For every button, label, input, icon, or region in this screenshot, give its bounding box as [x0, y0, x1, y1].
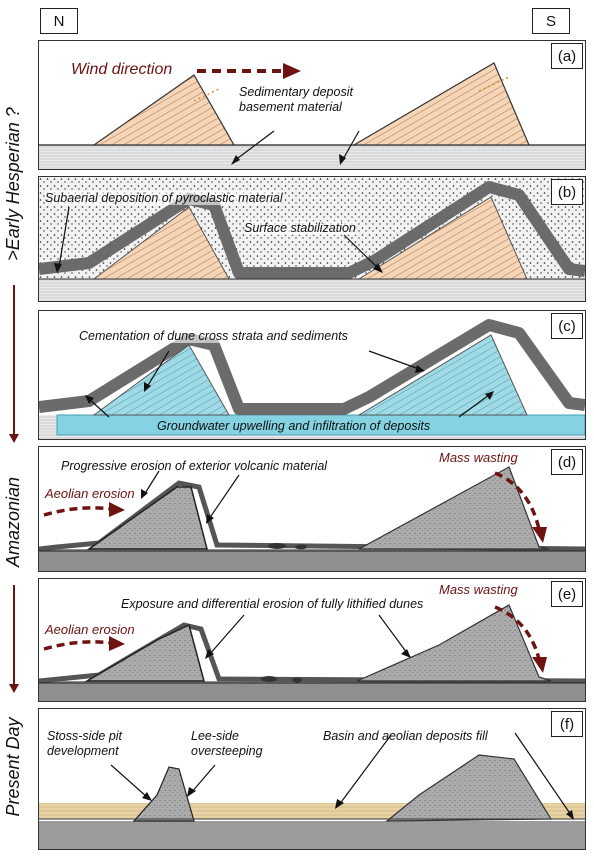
sedimentary-deposit-label: Sedimentary deposit	[239, 85, 353, 99]
lee-side-label-1: Lee-side	[191, 729, 239, 743]
panel-e-label: (e)	[551, 581, 583, 607]
debris-block-4	[292, 677, 302, 683]
panel-c: (c) Cementation of dune cross strata and…	[38, 310, 586, 440]
groundwater-label: Groundwater upwelling and infiltration o…	[157, 419, 431, 433]
dune-e-right	[356, 604, 552, 682]
panel-d: (d) Progressive erosion of exterior volc…	[38, 446, 586, 572]
debris-block-1	[268, 543, 286, 549]
lee-side-label-2: oversteeping	[191, 744, 263, 758]
era-present-day: Present Day	[3, 717, 23, 817]
era-arrow-2	[9, 585, 19, 693]
dune-a-right	[351, 62, 530, 146]
cementation-label: Cementation of dune cross strata and sed…	[79, 329, 348, 343]
north-label: N	[40, 8, 78, 34]
panel-b: (b) Subaerial deposition of pyroclastic …	[38, 176, 586, 302]
panel-a-graphic	[39, 62, 585, 169]
dune-c-right	[357, 334, 528, 416]
progressive-erosion-label: Progressive erosion of exterior volcanic…	[61, 459, 328, 473]
era-amazonian: Amazonian	[3, 476, 23, 568]
pyroclastic-label: Subaerial deposition of pyroclastic mate…	[45, 191, 283, 205]
debris-block-2	[295, 544, 307, 550]
aeolian-erosion-label-d: Aeolian erosion	[45, 486, 135, 501]
debris-block-3	[261, 676, 277, 682]
panel-e: (e) Exposure and differential erosion of…	[38, 578, 586, 702]
panel-a-label: (a)	[551, 43, 583, 69]
mass-wasting-label-d: Mass wasting	[439, 450, 518, 465]
panel-a: (a) Wind direction Sedimentary deposit b…	[38, 40, 586, 170]
dune-a-left	[92, 74, 236, 146]
aeolian-erosion-label-e: Aeolian erosion	[45, 622, 135, 637]
panel-b-graphic	[39, 177, 585, 301]
dune-d-left	[86, 486, 208, 550]
panel-d-graphic	[39, 466, 585, 571]
panel-b-label: (b)	[551, 179, 583, 205]
panel-d-label: (d)	[551, 449, 583, 475]
basement-material-label: basement material	[239, 100, 342, 114]
panel-e-graphic	[39, 604, 585, 701]
stoss-side-label-2: development	[47, 744, 119, 758]
panel-f: (f) Stoss-side pit development Lee-side …	[38, 708, 586, 850]
dune-f-right	[385, 754, 553, 822]
dune-c-left	[92, 344, 230, 416]
panel-f-label: (f)	[551, 711, 583, 737]
dune-f-left	[132, 766, 195, 822]
panel-c-label: (c)	[551, 313, 583, 339]
era-early-hesperian: >Early Hesperian ?	[3, 107, 23, 261]
surface-stabilization-label: Surface stabilization	[244, 221, 356, 235]
panel-f-graphic	[39, 732, 585, 849]
dune-e-left	[84, 623, 205, 682]
mass-wasting-label-e: Mass wasting	[439, 582, 518, 597]
stoss-side-label-1: Stoss-side pit	[47, 729, 123, 743]
era-arrow-1	[9, 285, 19, 443]
dune-d-right	[358, 466, 550, 550]
wind-direction-label: Wind direction	[71, 61, 173, 78]
exposure-erosion-label: Exposure and differential erosion of ful…	[121, 597, 424, 611]
basin-fill-label: Basin and aeolian deposits fill	[323, 729, 488, 743]
panel-c-graphic	[39, 319, 585, 439]
south-label: S	[532, 8, 570, 34]
